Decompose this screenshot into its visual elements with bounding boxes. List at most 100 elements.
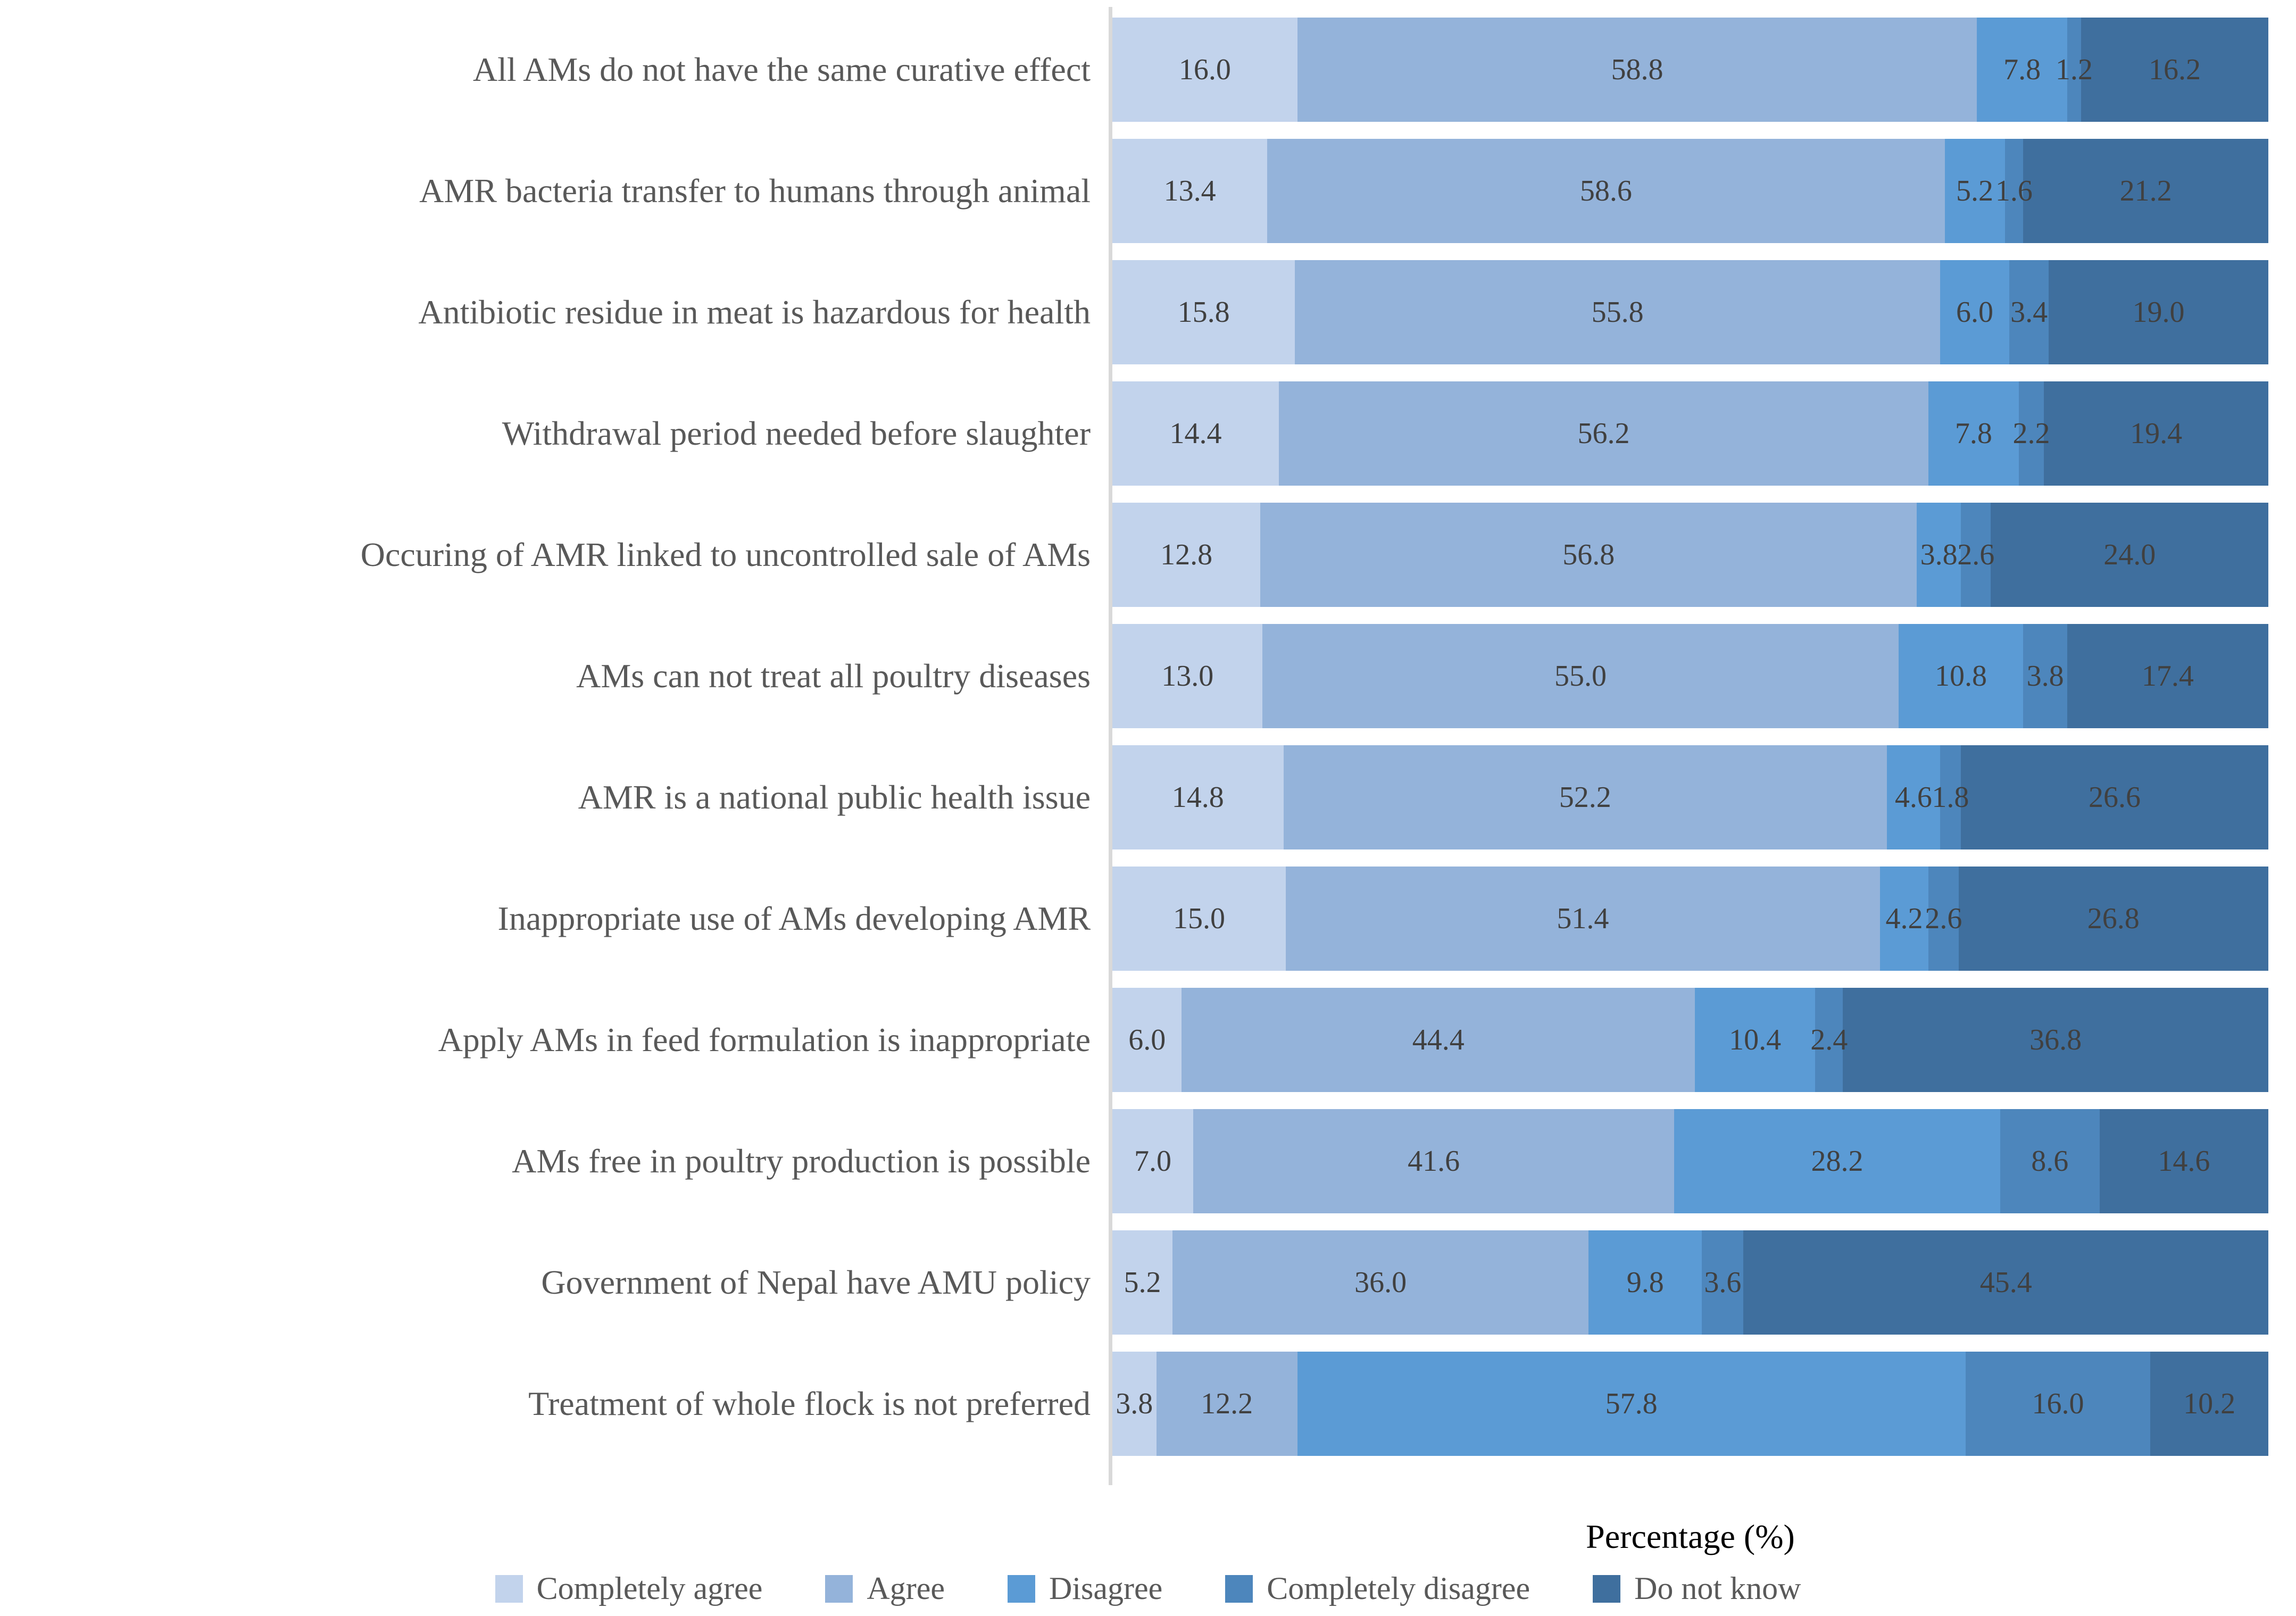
- value-label: 2.2: [2012, 417, 2050, 450]
- bar-segment-agree: 58.6: [1267, 139, 1945, 243]
- legend-swatch-icon: [825, 1575, 853, 1603]
- bar-track: 3.8 12.2 57.8 16.0 10.2: [1112, 1352, 2268, 1456]
- bar-segment-agree: 12.2: [1156, 1352, 1297, 1456]
- chart-row: AMR bacteria transfer to humans through …: [0, 130, 2296, 252]
- value-label: 2.6: [1925, 902, 1962, 935]
- bar-segment-completely-agree: 12.8: [1112, 503, 1261, 607]
- bar-segment-disagree: 3.8: [1917, 503, 1961, 607]
- value-label: 55.0: [1554, 660, 1607, 693]
- value-label: 24.0: [2103, 538, 2156, 571]
- value-label: 6.0: [1128, 1023, 1166, 1056]
- bar-segment-agree: 56.2: [1278, 381, 1929, 486]
- value-label: 13.0: [1161, 660, 1214, 693]
- value-label: 58.6: [1579, 174, 1632, 207]
- bar-segment-disagree: 7.8: [1977, 18, 2067, 122]
- bar-segment-completely-disagree: 1.2: [2056, 18, 2093, 122]
- value-label: 5.2: [1124, 1266, 1161, 1299]
- bar-segment-completely-disagree: 2.6: [1957, 503, 1994, 607]
- bar-segment-completely-disagree: 2.4: [1810, 988, 1848, 1092]
- bar-segment-do-not-know: 14.6: [2099, 1109, 2268, 1213]
- category-label: Treatment of whole flock is not preferre…: [528, 1384, 1091, 1422]
- legend-swatch-icon: [1593, 1575, 1621, 1603]
- bar-segment-completely-disagree: 3.6: [1702, 1230, 1744, 1335]
- bar-segment-agree: 51.4: [1285, 867, 1880, 971]
- legend-item-completely-agree: Completely agree: [495, 1570, 762, 1607]
- value-label: 4.6: [1894, 781, 1932, 814]
- value-label: 19.0: [2132, 296, 2185, 329]
- value-label: 19.4: [2130, 417, 2183, 450]
- bar-segment-completely-agree: 14.8: [1112, 745, 1284, 849]
- value-label: 10.8: [1934, 660, 1987, 693]
- bar-segment-completely-disagree: 8.6: [2000, 1109, 2100, 1213]
- bar-segment-completely-disagree: 1.8: [1932, 745, 1969, 849]
- bar-track: 13.4 58.6 5.2 1.6 21.2: [1112, 139, 2268, 243]
- category-label: AMR bacteria transfer to humans through …: [419, 171, 1091, 210]
- bar-segment-disagree: 4.2: [1879, 867, 1929, 971]
- chart-rows: All AMs do not have the same curative ef…: [0, 9, 2296, 1464]
- bar-segment-do-not-know: 10.2: [2150, 1352, 2268, 1456]
- bar-segment-disagree: 9.8: [1588, 1230, 1702, 1335]
- value-label: 55.8: [1591, 296, 1644, 329]
- value-label: 3.8: [2026, 660, 2064, 693]
- value-label: 14.8: [1171, 781, 1224, 814]
- value-label: 13.4: [1163, 174, 1216, 207]
- bar-segment-completely-agree: 14.4: [1112, 381, 1279, 486]
- chart-row: Apply AMs in feed formulation is inappro…: [0, 979, 2296, 1101]
- value-label: 4.2: [1885, 902, 1923, 935]
- legend-label: Completely disagree: [1267, 1571, 1530, 1606]
- value-label: 58.8: [1611, 53, 1663, 86]
- category-label: Occuring of AMR linked to uncontrolled s…: [360, 535, 1091, 573]
- bar-segment-completely-disagree: 3.8: [2023, 624, 2067, 728]
- value-label: 16.0: [2032, 1387, 2084, 1420]
- bar-track: 7.0 41.6 28.2 8.6 14.6: [1112, 1109, 2268, 1213]
- value-label: 14.6: [2158, 1145, 2210, 1178]
- legend: Completely agree Agree Disagree Completely …: [0, 1570, 2296, 1607]
- bar-segment-do-not-know: 36.8: [1843, 988, 2268, 1092]
- chart-row: Withdrawal period needed before slaughte…: [0, 373, 2296, 494]
- legend-label: Agree: [867, 1571, 945, 1606]
- legend-swatch-icon: [1007, 1575, 1035, 1603]
- value-label: 52.2: [1559, 781, 1611, 814]
- value-label: 56.2: [1577, 417, 1630, 450]
- value-label: 28.2: [1811, 1145, 1864, 1178]
- value-label: 1.8: [1932, 781, 1969, 814]
- legend-item-disagree: Disagree: [1007, 1570, 1162, 1607]
- value-label: 7.0: [1134, 1145, 1172, 1178]
- value-label: 16.2: [2148, 53, 2201, 86]
- bar-segment-disagree: 10.4: [1695, 988, 1816, 1092]
- bar-segment-agree: 41.6: [1193, 1109, 1675, 1213]
- value-label: 44.4: [1412, 1023, 1465, 1056]
- bar-segment-do-not-know: 17.4: [2067, 624, 2268, 728]
- bar-segment-completely-agree: 15.8: [1112, 260, 1295, 364]
- bar-segment-do-not-know: 21.2: [2023, 139, 2268, 243]
- value-label: 2.6: [1957, 538, 1995, 571]
- bar-track: 12.8 56.8 3.8 2.6 24.0: [1112, 503, 2268, 607]
- bar-segment-do-not-know: 16.2: [2081, 18, 2268, 122]
- bar-segment-agree: 56.8: [1260, 503, 1917, 607]
- category-label: AMR is a national public health issue: [578, 778, 1091, 816]
- value-label: 15.8: [1177, 296, 1230, 329]
- chart-row: Occuring of AMR linked to uncontrolled s…: [0, 494, 2296, 615]
- chart-row: AMs can not treat all poultry diseases 13…: [0, 615, 2296, 737]
- value-label: 16.0: [1178, 53, 1231, 86]
- bar-segment-disagree: 57.8: [1297, 1352, 1966, 1456]
- bar-segment-completely-disagree: 1.6: [1995, 139, 2033, 243]
- legend-item-do-not-know: Do not know: [1593, 1570, 1801, 1607]
- bar-track: 14.8 52.2 4.6 1.8 26.6: [1112, 745, 2268, 849]
- value-label: 56.8: [1562, 538, 1615, 571]
- bar-segment-completely-agree: 6.0: [1112, 988, 1182, 1092]
- chart-row: Antibiotic residue in meat is hazardous …: [0, 252, 2296, 373]
- legend-swatch-icon: [495, 1575, 523, 1603]
- bar-segment-agree: 52.2: [1283, 745, 1887, 849]
- chart-row: AMR is a national public health issue 14.…: [0, 737, 2296, 858]
- bar-segment-agree: 44.4: [1182, 988, 1695, 1092]
- chart-row: All AMs do not have the same curative ef…: [0, 9, 2296, 130]
- bar-segment-agree: 55.8: [1295, 260, 1940, 364]
- category-label: Apply AMs in feed formulation is inappro…: [438, 1020, 1091, 1059]
- bar-segment-disagree: 6.0: [1940, 260, 2010, 364]
- value-label: 45.4: [1979, 1266, 2032, 1299]
- category-label: Antibiotic residue in meat is hazardous …: [418, 293, 1091, 331]
- category-axis-line: [1109, 7, 1112, 1485]
- bar-segment-completely-agree: 13.0: [1112, 624, 1263, 728]
